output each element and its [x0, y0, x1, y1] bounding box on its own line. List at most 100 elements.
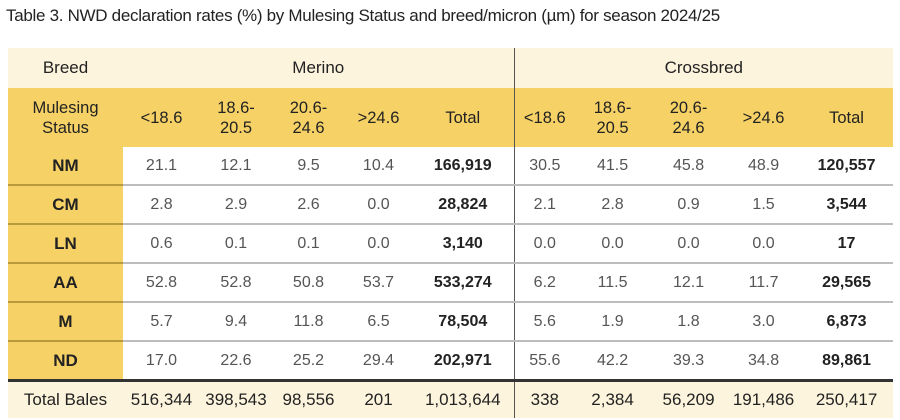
crossbred-cell: 0.0 [575, 223, 651, 263]
crossbred-cell: 0.0 [727, 223, 801, 263]
crossbred-cell: 1.8 [650, 301, 728, 341]
merino-col-header: Total [412, 88, 515, 147]
merino-cell: 52.8 [200, 262, 272, 302]
crossbred-cell: 42.2 [575, 340, 651, 381]
crossbred-col-header: >24.6 [727, 88, 801, 147]
table-row: AA 52.8 52.8 50.8 53.7 533,274 6.2 11.5 12.1 11.7… [8, 262, 894, 302]
total-label: Total Bales [8, 379, 123, 418]
merino-cell: 21.1 [123, 147, 200, 185]
table-row: M 5.7 9.4 11.8 6.5 78,504 5.6 1.9 1.8 3.0 6,873 [8, 301, 894, 341]
merino-cell: 50.8 [272, 262, 345, 302]
table-row: CM 2.8 2.9 2.6 0.0 28,824 2.1 2.8 0.9 1.5 3,544 [8, 184, 894, 224]
merino-col-header: 18.6- 20.5 [200, 88, 272, 147]
status-cell: M [8, 301, 123, 341]
crossbred-total-cell: 250,417 [800, 379, 894, 418]
merino-cell: 9.4 [200, 301, 272, 341]
merino-cell: 2.8 [123, 184, 200, 224]
merino-col-header: >24.6 [345, 88, 412, 147]
micron-header-row: Mulesing Status <18.6 18.6- 20.5 20.6- 24.6 >2… [8, 88, 894, 147]
crossbred-cell: 6.2 [513, 262, 576, 302]
merino-cell: 0.6 [123, 223, 200, 263]
status-cell: AA [8, 262, 123, 302]
merino-total-cell: 398,543 [200, 379, 272, 418]
merino-cell: 6.5 [345, 301, 412, 341]
crossbred-cell: 3,544 [800, 184, 894, 224]
crossbred-cell: 29,565 [800, 262, 894, 302]
merino-col-header: 20.6- 24.6 [272, 88, 345, 147]
crossbred-cell: 41.5 [575, 147, 651, 185]
crossbred-cell: 0.9 [650, 184, 728, 224]
crossbred-cell: 89,861 [800, 340, 894, 381]
crossbred-cell: 1.9 [575, 301, 651, 341]
merino-total-cell: 201 [345, 379, 412, 418]
crossbred-cell: 6,873 [800, 301, 894, 341]
merino-cell: 0.1 [200, 223, 272, 263]
crossbred-cell: 0.0 [650, 223, 728, 263]
merino-cell: 0.0 [345, 223, 412, 263]
table-title: Table 3. NWD declaration rates (%) by Mu… [6, 6, 720, 25]
merino-cell: 0.0 [345, 184, 412, 224]
merino-total-cell: 516,344 [123, 379, 200, 418]
crossbred-cell: 3.0 [727, 301, 801, 341]
crossbred-total-cell: 2,384 [575, 379, 651, 418]
merino-cell: 25.2 [272, 340, 345, 381]
merino-cell: 3,140 [412, 223, 515, 263]
merino-cell: 0.1 [272, 223, 345, 263]
crossbred-total-cell: 191,486 [727, 379, 801, 418]
merino-cell: 78,504 [412, 301, 515, 341]
merino-cell: 533,274 [412, 262, 515, 302]
crossbred-cell: 1.5 [727, 184, 801, 224]
status-cell: LN [8, 223, 123, 263]
crossbred-header: Crossbred [513, 48, 894, 88]
crossbred-cell: 2.8 [575, 184, 651, 224]
crossbred-cell: 39.3 [650, 340, 728, 381]
merino-cell: 2.6 [272, 184, 345, 224]
merino-cell: 29.4 [345, 340, 412, 381]
status-cell: NM [8, 147, 123, 185]
crossbred-cell: 12.1 [650, 262, 728, 302]
crossbred-cell: 55.6 [513, 340, 576, 381]
crossbred-cell: 2.1 [513, 184, 576, 224]
merino-cell: 5.7 [123, 301, 200, 341]
merino-cell: 28,824 [412, 184, 515, 224]
merino-cell: 2.9 [200, 184, 272, 224]
crossbred-cell: 34.8 [727, 340, 801, 381]
merino-cell: 12.1 [200, 147, 272, 185]
crossbred-cell: 0.0 [513, 223, 576, 263]
merino-cell: 53.7 [345, 262, 412, 302]
merino-cell: 10.4 [345, 147, 412, 185]
crossbred-col-header: 20.6- 24.6 [650, 88, 728, 147]
crossbred-col-header: Total [800, 88, 894, 147]
merino-cell: 11.8 [272, 301, 345, 341]
breed-header-row: Breed Merino Crossbred [8, 48, 894, 88]
crossbred-total-cell: 56,209 [650, 379, 728, 418]
crossbred-col-header: 18.6- 20.5 [575, 88, 651, 147]
table-row: ND 17.0 22.6 25.2 29.4 202,971 55.6 42.2 39.3 34.… [8, 340, 894, 381]
total-bales-row: Total Bales 516,344 398,543 98,556 201 1,013,… [8, 379, 894, 418]
crossbred-cell: 120,557 [800, 147, 894, 185]
status-cell: CM [8, 184, 123, 224]
table-row: LN 0.6 0.1 0.1 0.0 3,140 0.0 0.0 0.0 0.0 17 [8, 223, 894, 263]
merino-col-header: <18.6 [123, 88, 200, 147]
crossbred-cell: 5.6 [513, 301, 576, 341]
crossbred-col-header: <18.6 [513, 88, 576, 147]
merino-cell: 9.5 [272, 147, 345, 185]
crossbred-total-cell: 338 [513, 379, 576, 418]
merino-total-cell: 98,556 [272, 379, 345, 418]
merino-cell: 166,919 [412, 147, 515, 185]
crossbred-cell: 30.5 [513, 147, 576, 185]
crossbred-cell: 11.5 [575, 262, 651, 302]
crossbred-cell: 11.7 [727, 262, 801, 302]
crossbred-cell: 48.9 [727, 147, 801, 185]
table-row: NM 21.1 12.1 9.5 10.4 166,919 30.5 41.5 45.8 48.9… [8, 147, 894, 185]
merino-cell: 202,971 [412, 340, 515, 381]
breed-label: Breed [8, 48, 123, 88]
crossbred-cell: 45.8 [650, 147, 728, 185]
merino-total-cell: 1,013,644 [412, 379, 515, 418]
crossbred-cell: 17 [800, 223, 894, 263]
merino-cell: 22.6 [200, 340, 272, 381]
status-cell: ND [8, 340, 123, 381]
merino-header: Merino [123, 48, 515, 88]
merino-cell: 17.0 [123, 340, 200, 381]
merino-cell: 52.8 [123, 262, 200, 302]
